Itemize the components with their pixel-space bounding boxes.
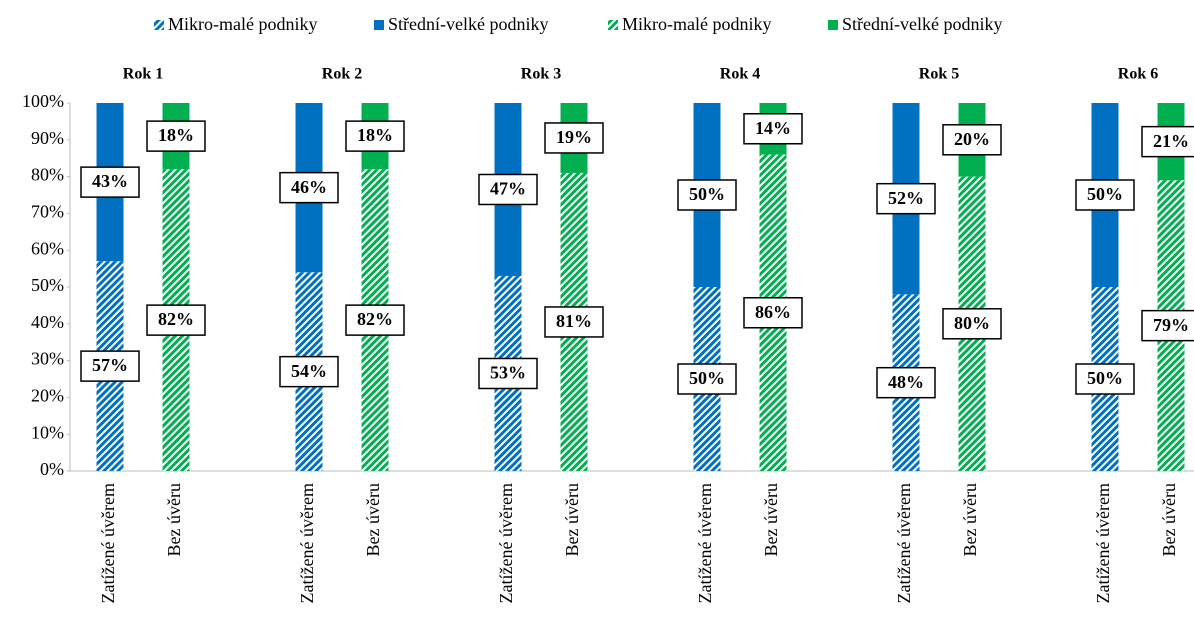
- group-label: Rok 1: [123, 66, 163, 83]
- data-label: 14%: [755, 118, 791, 138]
- group-label: Rok 3: [521, 66, 561, 83]
- x-tick-label: Zatížené úvěrem: [98, 483, 118, 603]
- x-tick-label: Bez úvěru: [960, 483, 980, 556]
- x-tick-label: Bez úvěru: [761, 483, 781, 556]
- group-label: Rok 4: [720, 66, 760, 83]
- data-label: 86%: [755, 302, 791, 322]
- x-tick-label: Bez úvěru: [562, 483, 582, 556]
- y-tick-label: 0%: [40, 459, 64, 479]
- legend-swatch: [374, 20, 384, 30]
- data-label: 79%: [1153, 315, 1189, 335]
- y-tick-label: 20%: [31, 386, 64, 406]
- data-label: 80%: [954, 313, 990, 333]
- data-label-box: [146, 120, 206, 152]
- legend-swatch: [608, 20, 618, 30]
- data-label-box: [80, 166, 140, 198]
- x-tick-label: Bez úvěru: [164, 483, 184, 556]
- data-label: 21%: [1153, 131, 1189, 151]
- data-label: 20%: [954, 129, 990, 149]
- x-tick-label: Zatížené úvěrem: [1093, 483, 1113, 603]
- data-label: 47%: [490, 179, 526, 199]
- y-tick-label: 50%: [31, 275, 64, 295]
- data-label-box: [345, 120, 405, 152]
- data-label: 18%: [158, 125, 194, 145]
- x-tick-label: Zatížené úvěrem: [496, 483, 516, 603]
- data-label-box: [1075, 363, 1135, 395]
- y-tick-label: 70%: [31, 202, 64, 222]
- data-label-box: [876, 182, 936, 215]
- data-label: 50%: [1087, 184, 1123, 204]
- data-label: 54%: [291, 361, 327, 381]
- y-tick-label: 40%: [31, 312, 64, 332]
- data-label-box: [876, 366, 936, 399]
- x-tick-label: Zatížené úvěrem: [695, 483, 715, 603]
- data-label: 52%: [888, 188, 924, 208]
- y-tick-label: 90%: [31, 128, 64, 148]
- data-label-box: [279, 355, 339, 388]
- data-label-box: [942, 308, 1002, 340]
- y-tick-label: 30%: [31, 349, 64, 369]
- data-label-box: [544, 122, 604, 154]
- data-label: 81%: [556, 311, 592, 331]
- data-label-box: [478, 357, 538, 390]
- data-label: 82%: [158, 309, 194, 329]
- legend-label: Mikro-malé podniky: [622, 14, 771, 34]
- group-label: Rok 2: [322, 66, 362, 83]
- legend-label: Střední-velké podniky: [388, 14, 548, 34]
- data-label-box: [80, 350, 140, 382]
- data-label-box: [146, 304, 206, 336]
- data-label: 43%: [92, 171, 128, 191]
- data-label-box: [677, 363, 737, 395]
- y-tick-label: 60%: [31, 238, 64, 258]
- x-tick-label: Bez úvěru: [363, 483, 383, 556]
- data-label-box: [1141, 309, 1194, 342]
- data-label: 18%: [357, 125, 393, 145]
- data-label-box: [478, 173, 538, 206]
- legend-swatch: [828, 20, 838, 30]
- data-label-box: [677, 179, 737, 211]
- data-label-box: [942, 124, 1002, 156]
- legend-swatch: [154, 20, 164, 30]
- data-label: 46%: [291, 177, 327, 197]
- x-tick-label: Zatížené úvěrem: [297, 483, 317, 603]
- group-label: Rok 5: [919, 66, 959, 83]
- legend-label: Střední-velké podniky: [842, 14, 1002, 34]
- data-label-box: [1141, 125, 1194, 158]
- data-label: 48%: [888, 372, 924, 392]
- data-label: 57%: [92, 355, 128, 375]
- data-label: 50%: [689, 184, 725, 204]
- data-label: 19%: [556, 127, 592, 147]
- y-tick-label: 10%: [31, 422, 64, 442]
- data-label-box: [544, 306, 604, 338]
- data-label-box: [743, 297, 803, 329]
- data-label: 53%: [490, 363, 526, 383]
- data-label: 50%: [689, 368, 725, 388]
- group-label: Rok 6: [1118, 66, 1158, 83]
- x-tick-label: Zatížené úvěrem: [894, 483, 914, 603]
- data-label: 50%: [1087, 368, 1123, 388]
- x-tick-label: Bez úvěru: [1159, 483, 1179, 556]
- data-label-box: [743, 113, 803, 145]
- data-label-box: [345, 304, 405, 336]
- legend-label: Mikro-malé podniky: [168, 14, 317, 34]
- data-label-box: [279, 171, 339, 204]
- data-label-box: [1075, 179, 1135, 211]
- data-label: 82%: [357, 309, 393, 329]
- y-tick-label: 100%: [22, 91, 64, 111]
- y-tick-label: 80%: [31, 165, 64, 185]
